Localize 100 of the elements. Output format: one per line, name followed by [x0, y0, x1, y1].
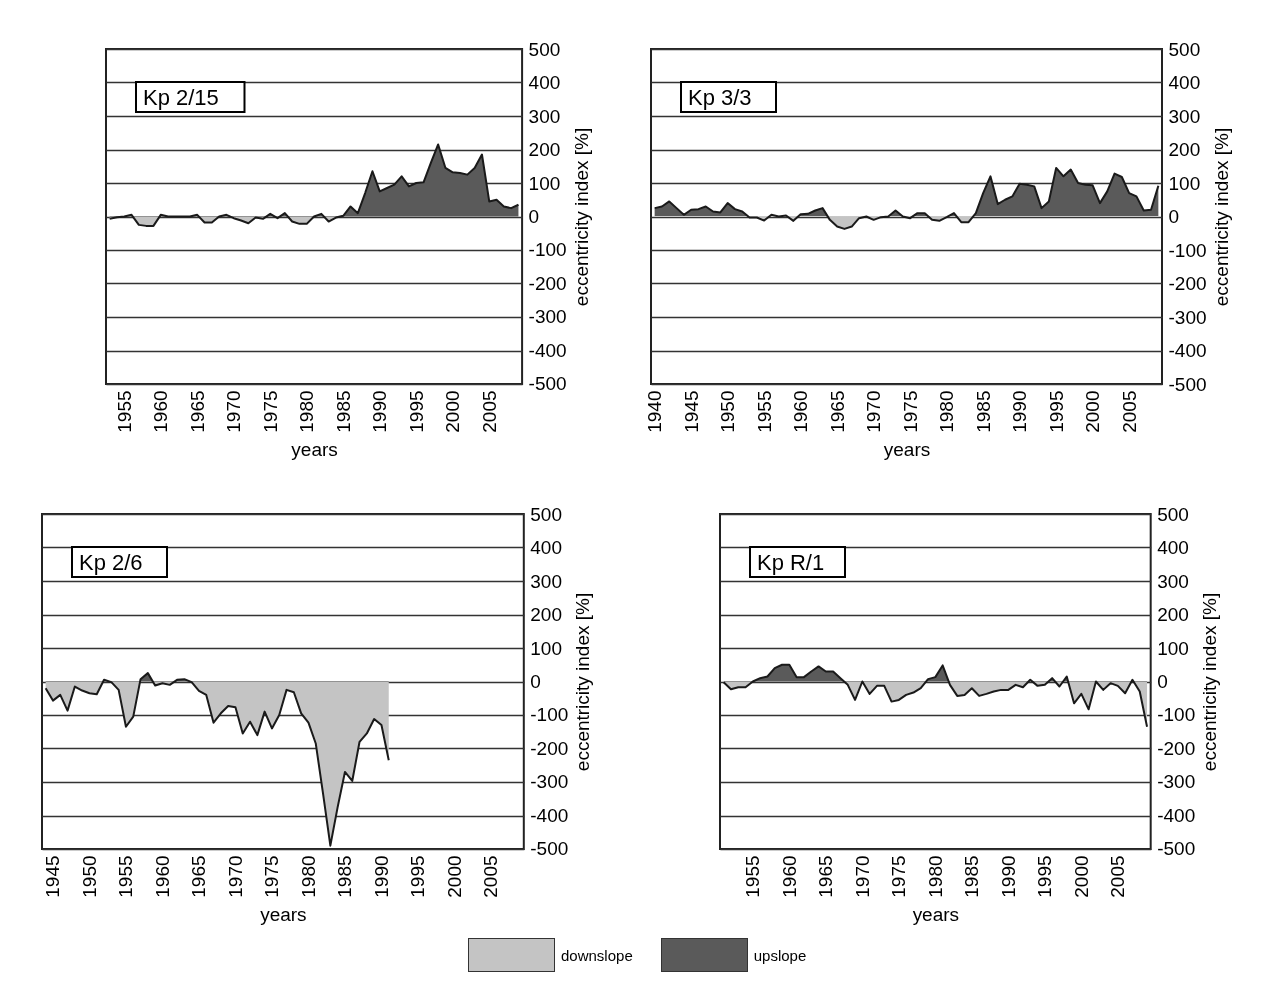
y-tick-label: 100	[1157, 637, 1189, 659]
text: Kp 3/3	[688, 85, 752, 110]
x-tick-label: 1980	[296, 390, 318, 433]
y-tick-label: -400	[528, 340, 567, 361]
y-tick-label: 200	[1157, 604, 1189, 625]
y-tick-label: 300	[1168, 105, 1201, 127]
category-label: upslope	[753, 946, 807, 964]
y-tick-label: 0	[528, 206, 540, 227]
x-tick-label: 1955	[115, 855, 137, 898]
y-tick-label: 500	[530, 503, 562, 525]
x-tick-label: 1985	[332, 390, 354, 433]
text: Kp 2/6	[79, 550, 143, 575]
y-tick-label: 0	[1168, 206, 1180, 227]
y-axis-title: eccentricity index [%]	[572, 592, 594, 772]
y-tick-label: 100	[1168, 172, 1201, 194]
x-tick-label: 1975	[888, 855, 910, 898]
x-tick-label: 1960	[790, 390, 812, 433]
y-tick-label: -200	[1157, 738, 1196, 759]
x-tick-label: 1990	[370, 855, 392, 898]
text: Kp R/1	[757, 550, 825, 575]
x-tick-label: 1960	[150, 390, 172, 433]
x-tick-label: 1995	[405, 390, 427, 433]
y-tick-label: -200	[528, 273, 567, 294]
y-axis-title: eccentricity index [%]	[570, 127, 592, 307]
x-tick-label: 1985	[961, 855, 983, 898]
text: Kp 2/15	[143, 85, 219, 110]
x-tick-label: 1995	[1045, 390, 1067, 433]
y-tick-label: -400	[530, 805, 569, 826]
x-tick-label: 1960	[778, 855, 800, 898]
y-tick-label: -200	[1168, 273, 1207, 294]
y-tick-label: 400	[528, 72, 561, 93]
y-tick-label: 300	[528, 105, 561, 127]
y-tick-label: -400	[1157, 805, 1196, 826]
x-axis-title: years	[260, 903, 307, 925]
y-tick-label: -300	[528, 306, 567, 328]
y-tick-label: 200	[528, 139, 561, 160]
category-label: downslope	[561, 946, 633, 964]
y-tick-label: 200	[1168, 139, 1201, 160]
x-tick-label: 1945	[42, 855, 64, 898]
y-tick-label: 0	[530, 671, 541, 692]
x-tick-label: 1985	[334, 855, 356, 898]
x-tick-label: 1940	[644, 390, 666, 433]
x-axis-title: years	[912, 903, 960, 925]
x-tick-label: 1955	[113, 390, 135, 433]
x-tick-label: 2000	[443, 855, 465, 898]
y-tick-label: -500	[528, 373, 567, 395]
x-tick-label: 1980	[924, 855, 946, 898]
x-tick-label: 1975	[261, 855, 283, 898]
y-tick-label: 400	[530, 537, 562, 558]
x-tick-label: 1990	[1009, 390, 1031, 433]
x-tick-label: 2005	[1107, 855, 1129, 898]
y-tick-label: 400	[1157, 537, 1189, 558]
y-tick-label: 100	[528, 172, 561, 194]
y-tick-label: -400	[1168, 340, 1207, 361]
x-tick-label: 1995	[407, 855, 429, 898]
x-tick-label: 1985	[972, 390, 994, 433]
y-tick-label: 300	[1157, 570, 1189, 592]
y-tick-label: -200	[530, 738, 569, 759]
y-tick-label: 400	[1168, 72, 1201, 93]
x-tick-label: 2000	[1082, 390, 1104, 433]
x-tick-label: 1965	[188, 855, 210, 898]
x-tick-label: 1975	[899, 390, 921, 433]
x-tick-label: 1995	[1034, 855, 1056, 898]
x-tick-label: 2000	[1070, 855, 1092, 898]
x-tick-label: 2000	[442, 390, 464, 433]
x-tick-label: 1970	[223, 390, 245, 433]
y-tick-label: 200	[530, 604, 562, 625]
x-tick-label: 1970	[863, 390, 885, 433]
x-tick-label: 1950	[78, 855, 100, 898]
x-tick-label: 1970	[851, 855, 873, 898]
y-tick-label: 500	[528, 38, 561, 60]
y-tick-label: -100	[1168, 239, 1207, 261]
x-tick-label: 1990	[997, 855, 1019, 898]
x-tick-label: 1965	[826, 390, 848, 433]
y-tick-label: -100	[530, 704, 569, 726]
y-tick-label: 500	[1168, 38, 1201, 60]
x-tick-label: 1980	[297, 855, 319, 898]
x-tick-label: 1970	[224, 855, 246, 898]
y-tick-label: -500	[1157, 838, 1196, 860]
y-axis-title: eccentricity index [%]	[1210, 127, 1232, 307]
x-tick-label: 1945	[680, 390, 702, 433]
x-tick-label: 1980	[936, 390, 958, 433]
x-tick-label: 1965	[186, 390, 208, 433]
y-tick-label: 300	[530, 570, 562, 592]
x-tick-label: 2005	[480, 855, 502, 898]
x-tick-label: 2005	[1118, 390, 1140, 433]
y-tick-label: -500	[530, 838, 569, 860]
y-tick-label: -300	[530, 771, 569, 793]
x-tick-label: 1965	[815, 855, 837, 898]
x-tick-label: 1955	[742, 855, 764, 898]
x-axis-title: years	[291, 438, 338, 460]
x-tick-label: 2005	[478, 390, 500, 433]
x-tick-label: 1950	[717, 390, 739, 433]
x-tick-label: 1960	[151, 855, 173, 898]
x-tick-label: 1975	[259, 390, 281, 433]
x-tick-label: 1990	[369, 390, 391, 433]
y-tick-label: -100	[1157, 704, 1196, 726]
y-tick-label: -300	[1157, 771, 1196, 793]
y-tick-label: -300	[1168, 306, 1207, 328]
y-tick-label: 100	[530, 637, 562, 659]
